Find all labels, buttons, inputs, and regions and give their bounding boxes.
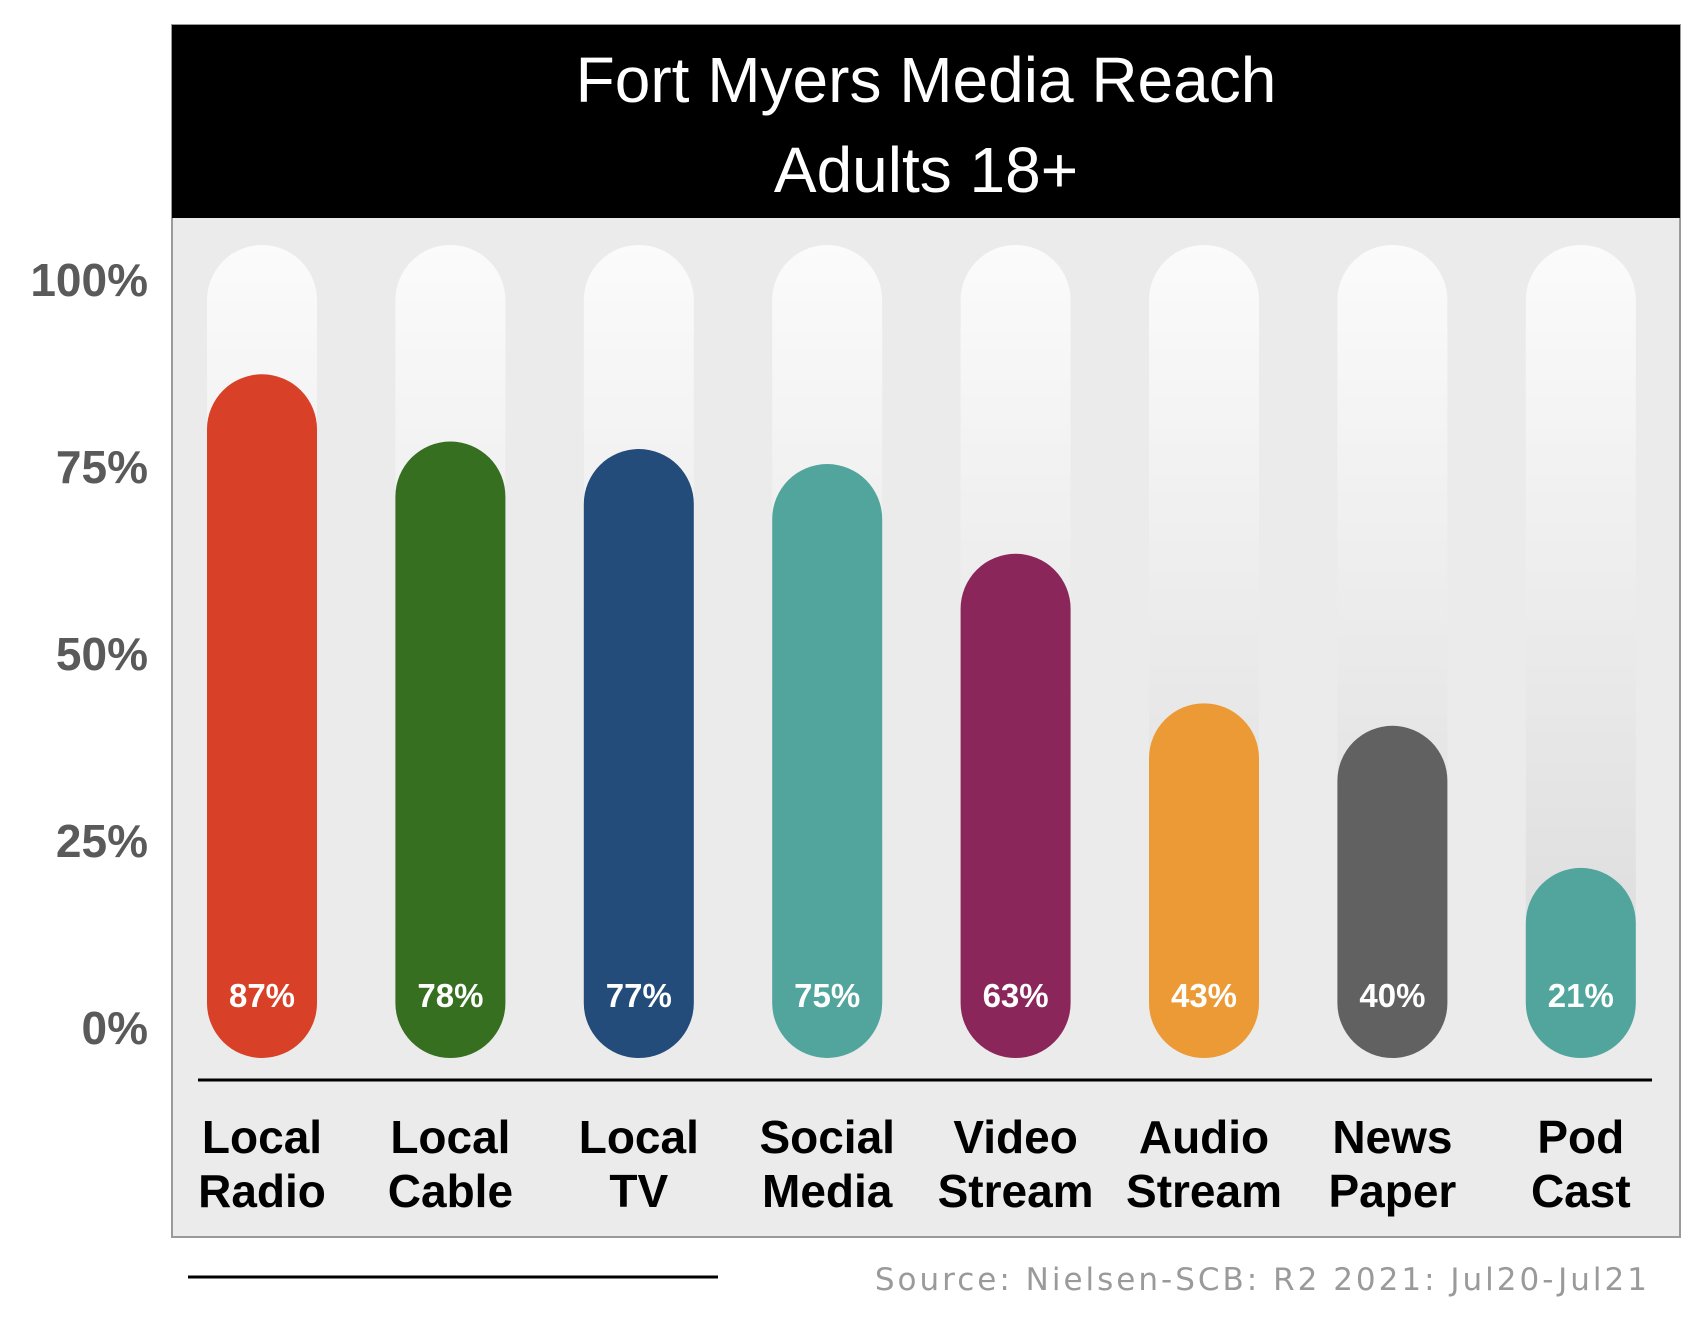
- bar-value-label: 75%: [794, 977, 860, 1014]
- x-category-label: Cable: [388, 1165, 513, 1217]
- bar-value-label: 78%: [417, 977, 483, 1014]
- x-category-label: Stream: [1126, 1165, 1282, 1217]
- x-category-label: Media: [762, 1165, 893, 1217]
- bar: [772, 464, 883, 1058]
- bar: [1149, 703, 1259, 1058]
- y-tick-label: 75%: [56, 441, 148, 493]
- y-tick-label: 0%: [82, 1002, 148, 1054]
- bar-value-label: 40%: [1359, 977, 1425, 1014]
- bar: [395, 441, 506, 1058]
- bar-track: [1525, 245, 1636, 1058]
- x-category-label: News: [1332, 1111, 1452, 1163]
- bar-value-label: 21%: [1548, 977, 1614, 1014]
- y-tick-label: 100%: [30, 254, 148, 306]
- bar: [960, 553, 1071, 1058]
- x-category-label: Paper: [1328, 1165, 1456, 1217]
- bar: [1525, 867, 1636, 1058]
- x-category-label: Social: [759, 1111, 895, 1163]
- bar-value-label: 43%: [1171, 977, 1237, 1014]
- y-tick-label: 50%: [56, 628, 148, 680]
- title-banner: [172, 25, 1680, 218]
- x-category-label: Radio: [198, 1165, 326, 1217]
- x-category-label: Video: [953, 1111, 1077, 1163]
- chart-title: Fort Myers Media Reach: [576, 44, 1277, 116]
- bars: [207, 374, 1636, 1058]
- source-note: Source: Nielsen-SCB: R2 2021: Jul20-Jul2…: [875, 1262, 1650, 1298]
- chart-subtitle: Adults 18+: [774, 134, 1078, 206]
- x-category-label: Stream: [938, 1165, 1094, 1217]
- x-category-label: Audio: [1139, 1111, 1269, 1163]
- y-tick-label: 25%: [56, 815, 148, 867]
- x-category-label: Local: [579, 1111, 699, 1163]
- x-category-label: Pod: [1537, 1111, 1624, 1163]
- x-category-label: TV: [609, 1165, 668, 1217]
- bar-value-label: 77%: [606, 977, 672, 1014]
- data-labels: 87% 78% 77% 75% 63% 43% 40% 21%: [229, 977, 1614, 1014]
- bar-value-label: 87%: [229, 977, 295, 1014]
- x-category-label: Cast: [1531, 1165, 1631, 1217]
- bar: [207, 374, 317, 1058]
- bar: [1337, 725, 1448, 1058]
- x-axis-categories: LocalRadioLocalCableLocalTVSocialMediaVi…: [198, 1111, 1631, 1217]
- y-axis: 0% 25% 50% 75% 100%: [30, 254, 148, 1054]
- x-category-label: Local: [390, 1111, 510, 1163]
- x-category-label: Local: [202, 1111, 322, 1163]
- bar-value-label: 63%: [983, 977, 1049, 1014]
- bar: [583, 449, 694, 1058]
